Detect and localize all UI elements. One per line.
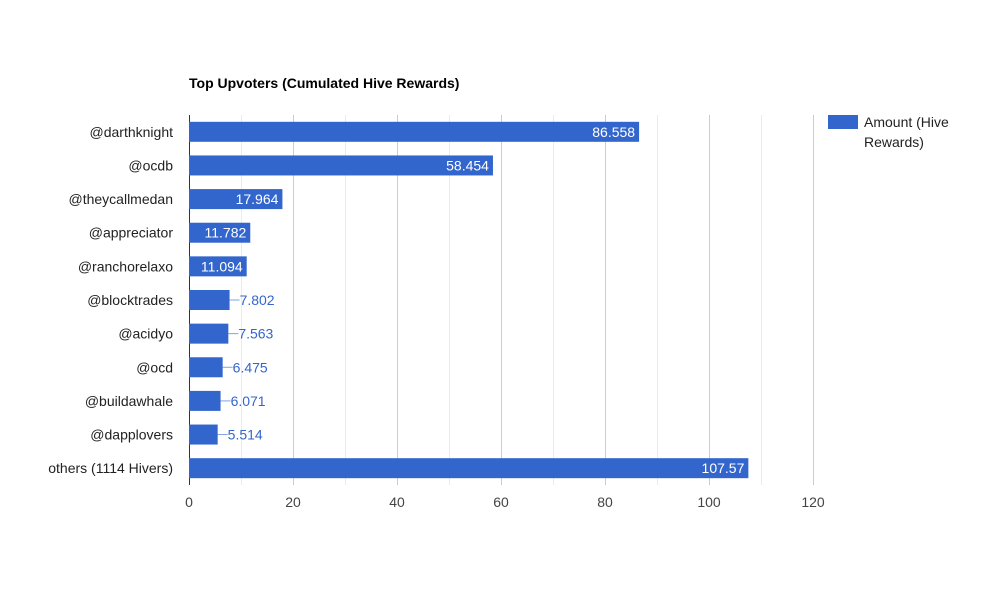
data-label: 7.563 [238,326,273,342]
x-tick-label: 120 [801,494,825,510]
category-label: @dapplovers [90,427,173,443]
legend[interactable]: Amount (Hive Rewards) [828,114,949,150]
data-label: 5.514 [228,427,263,443]
category-label: @blocktrades [87,292,173,308]
category-label: @buildawhale [85,393,173,409]
x-tick-label: 20 [285,494,301,510]
data-label: 86.558 [592,124,635,140]
category-label: @appreciator [89,225,174,241]
category-label: @ranchorelaxo [78,258,173,274]
bar[interactable] [189,222,251,243]
x-tick-label: 40 [389,494,405,510]
x-tick-label: 0 [185,494,193,510]
bar[interactable] [189,289,230,310]
label-layer: @darthknight 86.558 @ocdb 58.454 @theycallme… [48,124,744,476]
bar[interactable] [189,390,221,411]
data-label: 11.782 [204,225,246,241]
chart-title: Top Upvoters (Cumulated Hive Rewards) [189,75,459,91]
bar[interactable] [189,256,247,277]
category-label: @ocd [136,359,173,375]
data-label: 58.454 [446,157,489,173]
x-tick-label: 80 [597,494,613,510]
bar[interactable] [189,357,223,378]
data-label: 17.964 [236,191,279,207]
bar[interactable] [189,121,640,142]
legend-label-line-1: Amount (Hive [864,114,949,130]
category-label: @theycallmedan [69,191,174,207]
x-tick-label: 60 [493,494,509,510]
legend-label-line-2: Rewards) [864,134,924,150]
bar[interactable] [189,189,283,210]
legend-swatch [828,115,858,129]
bar[interactable] [189,424,218,445]
data-label: 11.094 [201,258,243,274]
bar-layer [189,121,749,479]
category-label: @acidyo [118,326,173,342]
category-label: @darthknight [90,124,174,140]
bar[interactable] [189,155,493,176]
data-label: 6.071 [231,393,266,409]
x-tick-label: 100 [697,494,721,510]
bar[interactable] [189,458,749,479]
category-label: others (1114 Hivers) [48,460,173,476]
data-label: 107.57 [702,460,745,476]
data-label: 7.802 [240,292,275,308]
data-label: 6.475 [233,359,268,375]
category-label: @ocdb [128,157,173,173]
bar[interactable] [189,323,229,344]
